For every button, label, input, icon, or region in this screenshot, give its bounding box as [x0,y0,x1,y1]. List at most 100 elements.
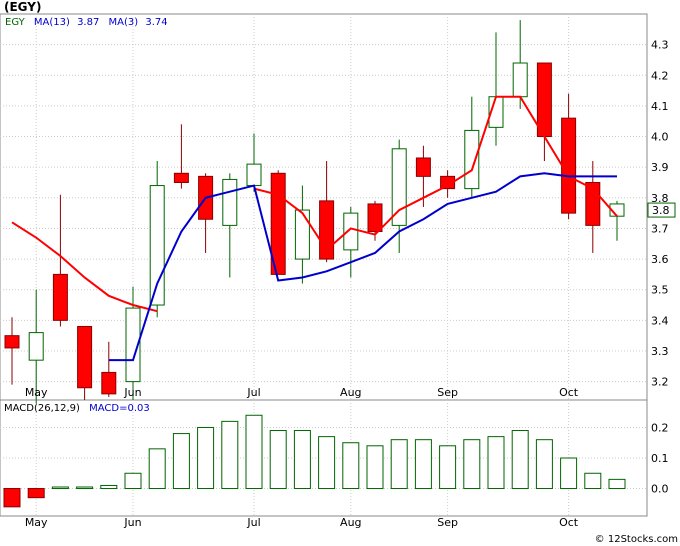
candle-up [28,289,44,404]
price-y-tick-label: 4.0 [651,131,669,144]
price-y-tick-label: 3.9 [651,161,669,174]
candle-body [512,62,528,98]
candle-body [149,185,165,306]
candle-body [391,148,407,226]
price-y-tick-label: 4.3 [651,39,669,52]
price-y-tick-label: 3.4 [651,314,669,327]
legend-ma13-label: MA(13) [34,17,70,28]
macd-bar [560,457,578,490]
macd-bar [269,430,287,490]
candle-up [294,185,310,284]
macd-bar [197,426,215,490]
macd-y-tick-label: 0.1 [651,452,669,465]
macd-bar [463,439,481,490]
candle-up [246,133,262,192]
macd-params: MACD(26,12,9) [4,403,80,414]
macd-bar [608,478,626,490]
candle-body [440,175,456,190]
price-y-tick-label: 3.6 [651,253,669,266]
legend-ma3-label: MA(3) [109,17,139,28]
candle-up [343,207,359,278]
price-y-tick-label: 3.2 [651,376,669,389]
price-x-tick-label: Sep [437,386,458,399]
price-y-tick-label: 3.5 [651,284,669,297]
macd-bar [584,472,602,490]
price-y-tick-label: 4.1 [651,100,669,113]
candle-body [4,335,20,349]
macd-bar [342,442,360,490]
price-legend: EGY MA(13) 3.87 MA(3) 3.74 [5,17,168,28]
candle-body [464,129,480,190]
price-x-tick-label: Oct [559,386,579,399]
candle-body [222,178,238,226]
macd-bar [414,439,432,490]
candle-body [173,172,189,183]
ma3-line [11,221,158,313]
macd-bar [487,436,505,490]
macd-x-tick-label: May [25,516,48,529]
legend-ma13-value: 3.87 [77,17,99,28]
macd-bar [76,486,94,490]
price-x-tick-label: Aug [340,386,361,399]
macd-bar [27,488,45,499]
price-x-tick-label: Jun [123,386,141,399]
candle-body [52,273,68,321]
macd-bar [51,486,69,490]
candle-down [4,317,20,385]
candle-body [125,307,141,383]
macd-bar [293,430,311,490]
macd-bar [124,472,142,490]
candle-body [101,371,117,395]
candle-body [77,325,93,389]
macd-x-tick-label: Oct [559,516,579,529]
candle-body [28,332,44,361]
macd-bar [172,433,190,490]
macd-bar [439,445,457,490]
price-y-tick-label: 3.8 [651,192,669,205]
macd-bar [318,436,336,490]
price-y-axis: 3.2 3.3 3.4 3.5 3.6 3.7 3.8 3.9 4.0 4.1 4.2 4.3 [651,39,669,389]
macd-y-tick-label: 0.0 [651,483,669,496]
macd-legend: MACD(26,12,9) MACD=0.03 [4,403,150,414]
ma3-line [253,95,618,252]
candle-down [173,124,189,189]
price-x-axis: May Jun Jul Aug Sep Oct [25,386,579,399]
macd-bar [148,448,166,490]
macd-bar [245,414,263,490]
price-y-tick-label: 3.3 [651,345,669,358]
last-price-marker: 3.8 [647,202,676,218]
candle-down [101,341,117,397]
legend-ma3-value: 3.74 [145,17,167,28]
candle-body [561,117,577,214]
macd-y-axis: 0.0 0.1 0.2 [651,421,669,495]
macd-value: MACD=0.03 [89,403,150,414]
candle-body [343,212,359,251]
candle-body [367,203,383,233]
macd-x-tick-label: Jun [123,516,141,529]
macd-bar [3,488,21,508]
macd-y-tick-label: 0.2 [651,421,669,434]
price-y-tick-label: 4.2 [651,69,669,82]
price-x-tick-label: Jul [246,386,260,399]
candle-body [536,62,552,138]
watermark: © 12Stocks.com [595,534,678,545]
chart-title: (EGY) [4,0,41,14]
macd-bar [535,439,553,490]
macd-x-tick-label: Aug [340,516,361,529]
price-x-tick-label: May [25,386,48,399]
candle-up [464,96,480,198]
macd-bar [366,445,384,490]
candle-down [52,194,68,327]
macd-x-tick-label: Jul [246,516,260,529]
candle-body [294,209,310,260]
candle-down [77,325,93,400]
legend-ticker: EGY [5,17,26,28]
macd-bar [511,430,529,490]
macd-x-tick-label: Sep [437,516,458,529]
candle-body [415,157,431,177]
candle-up [391,139,407,253]
last-price-label: 3.8 [652,204,670,217]
macd-bars [3,414,626,508]
macd-x-axis: May Jun Jul Aug Sep Oct [25,516,579,529]
